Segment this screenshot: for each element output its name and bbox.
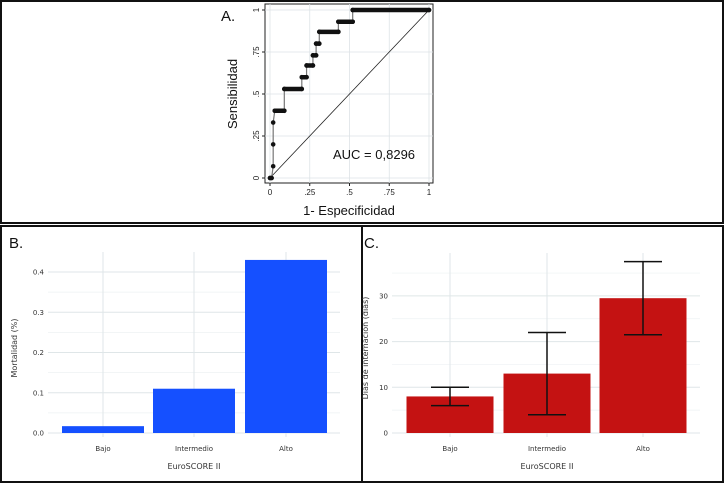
- bar-intermedio: [153, 388, 235, 433]
- roc-point: [304, 63, 309, 68]
- x-axis-label: EuroSCORE II: [168, 462, 221, 471]
- y-tick-label: 20: [379, 338, 388, 346]
- y-tick-label: 30: [379, 292, 388, 300]
- x-tick-label: Alto: [279, 445, 293, 453]
- roc-point: [310, 53, 316, 58]
- roc-point: [270, 120, 276, 125]
- y-tick-label: .25: [252, 130, 261, 142]
- roc-point: [299, 74, 305, 80]
- auc-annotation: AUC = 0,8296: [333, 147, 415, 162]
- x-tick-label: .75: [384, 188, 396, 197]
- bar-bajo: [62, 426, 144, 433]
- x-tick-label: Bajo: [95, 445, 110, 453]
- roc-point: [270, 163, 276, 169]
- x-tick-label: Alto: [636, 445, 650, 453]
- y-tick-label: 0.4: [33, 269, 45, 277]
- x-tick-label: .25: [304, 188, 316, 197]
- roc-point: [426, 7, 432, 13]
- y-tick-label: 0.2: [33, 349, 44, 357]
- x-tick-label: Bajo: [442, 445, 457, 453]
- panel-a-border: [0, 0, 724, 224]
- roc-point: [282, 108, 287, 114]
- roc-point: [350, 7, 355, 13]
- roc-point: [316, 41, 322, 46]
- panel-a-label: A.: [221, 8, 235, 25]
- y-tick-label: 0.1: [33, 389, 44, 397]
- roc-chart: A. 0 0 .25 .25 .5 .5 .75 .75 1 1 AUC = 0,8296 1- …: [221, 3, 434, 218]
- panel-c-border: [361, 225, 724, 483]
- y-axis-label: Dias de internacion (dias): [361, 297, 370, 400]
- y-tick-label: 0: [252, 175, 261, 180]
- y-tick-label: 10: [379, 384, 388, 392]
- y-axis-label: Mortalidad (%): [10, 318, 19, 377]
- roc-point: [310, 63, 316, 68]
- y-axis-label: Sensibilidad: [225, 59, 240, 129]
- x-tick-label: Intermedio: [528, 445, 566, 453]
- panel-b-label: B.: [9, 235, 23, 252]
- roc-point: [299, 86, 305, 92]
- roc-point: [270, 142, 276, 147]
- x-tick-label: 1: [427, 188, 432, 197]
- roc-point: [313, 41, 319, 46]
- roc-point: [316, 29, 322, 35]
- roc-point: [269, 175, 274, 181]
- reference-line: [269, 9, 430, 179]
- x-axis-label: 1- Especificidad: [303, 203, 395, 218]
- bar-alto: [245, 259, 327, 433]
- x-tick-label: Intermedio: [175, 445, 213, 453]
- x-axis-label: EuroSCORE II: [521, 462, 574, 471]
- y-tick-label: .75: [252, 46, 261, 58]
- x-tick-label: .5: [346, 188, 353, 197]
- y-tick-label: 0.0: [33, 430, 44, 438]
- x-tick-label: 0: [268, 188, 273, 197]
- roc-point: [282, 86, 287, 92]
- roc-point: [336, 19, 341, 25]
- stay-days-chart: C. 0 10 20 30 Bajo Intermedio Alto EuroSCORE I…: [361, 235, 700, 471]
- roc-point: [272, 108, 278, 114]
- y-tick-label: .5: [252, 90, 261, 97]
- roc-point: [336, 29, 341, 35]
- y-tick-label: 1: [252, 7, 261, 12]
- mortality-chart: B. 0.0 0.1 0.2 0.3 0.4 Bajo Intermedio Alto Eur…: [9, 235, 340, 471]
- y-tick-label: 0: [384, 430, 388, 438]
- roc-point: [304, 74, 309, 80]
- roc-point: [313, 53, 319, 58]
- y-tick-label: 0.3: [33, 309, 44, 317]
- panel-c-label: C.: [364, 235, 379, 252]
- roc-point: [350, 19, 355, 25]
